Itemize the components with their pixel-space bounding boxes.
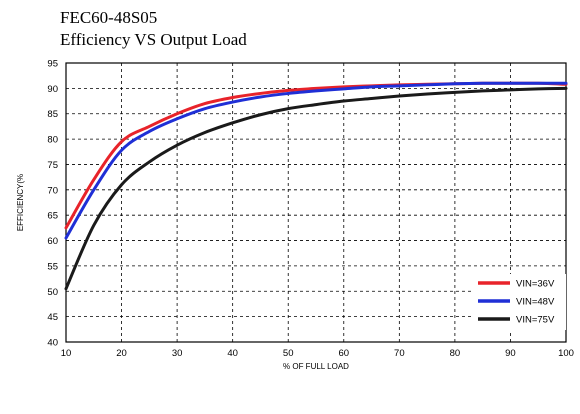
chart-subtitle: Efficiency VS Output Load <box>60 30 247 49</box>
y-tick-label: 85 <box>47 109 58 120</box>
x-tick-label: 80 <box>450 348 461 359</box>
y-tick-label: 90 <box>47 84 58 95</box>
y-tick-label: 95 <box>47 59 58 70</box>
x-tick-label: 70 <box>394 348 405 359</box>
legend-label: VIN=48V <box>516 297 555 308</box>
plot-frame <box>65 62 567 343</box>
series-line-vin-2 <box>64 81 568 240</box>
y-tick-label: 75 <box>47 160 58 171</box>
series-line-vin-3 <box>64 86 568 291</box>
y-tick-label: 40 <box>47 338 58 349</box>
x-tick-label: 60 <box>338 348 349 359</box>
y-tick-label: 80 <box>47 135 58 146</box>
x-tick-label: 90 <box>505 348 516 359</box>
x-tick-label: 50 <box>283 348 294 359</box>
x-tick-label: 30 <box>172 348 183 359</box>
chart-title: FEC60-48S05 <box>60 8 158 27</box>
x-tick-label: 40 <box>227 348 238 359</box>
y-axis-label: EFFICIENCY(% <box>16 174 25 231</box>
y-tick-label: 55 <box>47 261 58 272</box>
legend-label: VIN=36V <box>516 279 555 290</box>
y-tick-label: 65 <box>47 211 58 222</box>
y-tick-label: 45 <box>47 312 58 323</box>
x-axis-label: % OF FULL LOAD <box>283 362 349 371</box>
x-tick-label: 20 <box>116 348 127 359</box>
y-tick-label: 50 <box>47 287 58 298</box>
x-tick-label: 10 <box>61 348 72 359</box>
y-tick-label: 60 <box>47 236 58 247</box>
y-tick-label: 70 <box>47 185 58 196</box>
legend-label: VIN=75V <box>516 315 555 326</box>
x-tick-label: 100 <box>558 348 574 359</box>
